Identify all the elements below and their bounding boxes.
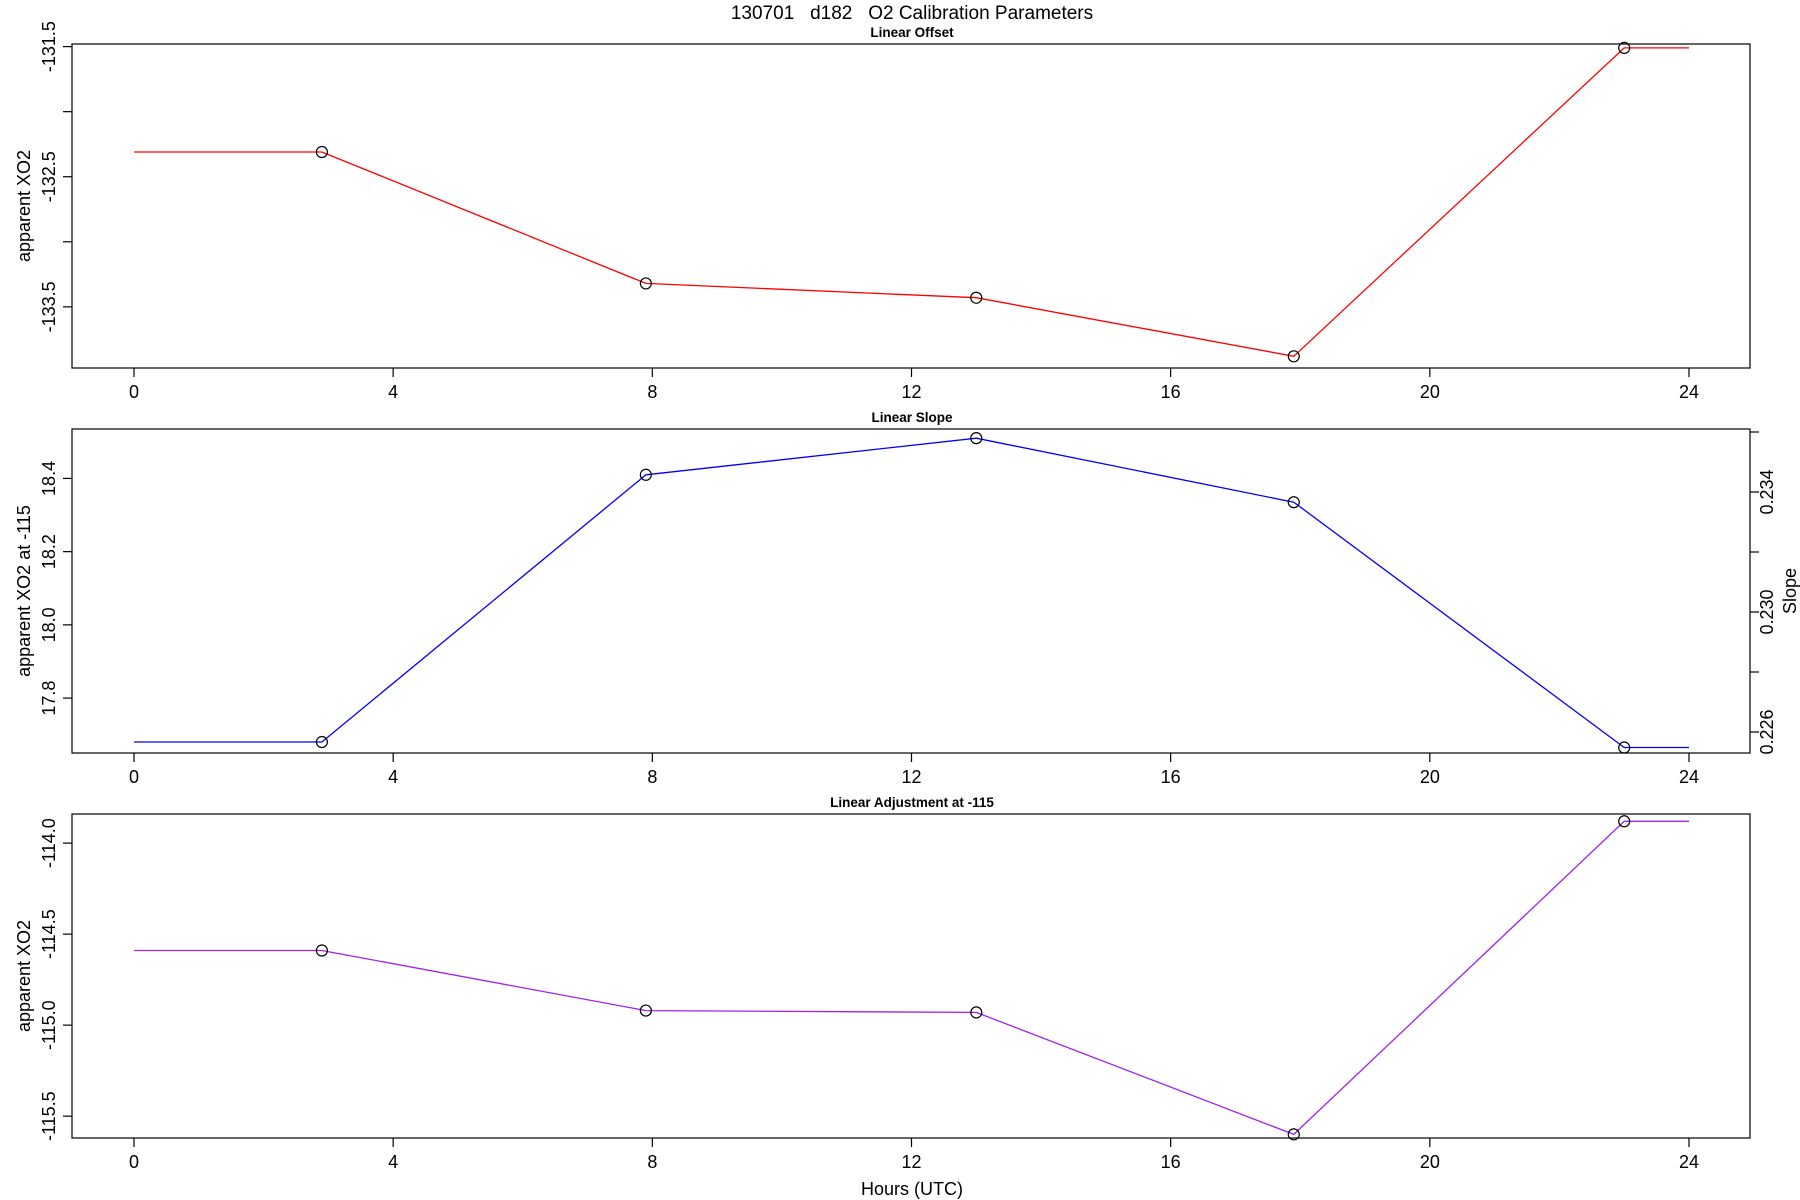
panel-title: Linear Slope: [871, 410, 953, 425]
y-tick-label: -115.5: [39, 1091, 59, 1141]
x-tick-label: 24: [1679, 382, 1699, 402]
figure-title: 130701 d182 O2 Calibration Parameters: [731, 3, 1093, 24]
y-axis-label: apparent XO2 at -115: [14, 505, 34, 677]
x-tick-label: 0: [129, 382, 139, 402]
chart-panel-2: Linear Slope 0 4 8 12 16 20 24 17.8 18.0 18.2 18.4a…: [14, 410, 1800, 787]
y2-tick-label: 0.226: [1757, 709, 1777, 754]
x-tick-label: 12: [901, 1152, 921, 1172]
series-line: [134, 47, 1689, 357]
y-axis-label: apparent XO2: [14, 150, 34, 262]
data-point-marker: [970, 1006, 983, 1019]
data-point-marker: [1618, 41, 1631, 55]
chart-panel-1: Linear Offset 0 4 8 12 16 20 24 -131.5 -132.5 -133…: [14, 21, 1751, 402]
panel-title: Linear Offset: [870, 25, 954, 40]
x-tick-label: 16: [1161, 1152, 1181, 1172]
x-tick-label: 16: [1161, 767, 1181, 787]
y-tick-label: -133.5: [39, 281, 59, 332]
x-tick-label: 4: [388, 382, 398, 402]
x-tick-label: 4: [388, 1152, 398, 1172]
data-point-marker: [1287, 496, 1300, 509]
x-tick-label: 20: [1420, 382, 1440, 402]
x-tick-label: 24: [1679, 1152, 1699, 1172]
y-tick-label: -131.5: [39, 21, 59, 72]
x-tick-label: 24: [1679, 767, 1699, 787]
x-tick-label: 0: [129, 1152, 139, 1172]
y2-tick-label: 0.234: [1757, 469, 1777, 514]
y-axis-label: apparent XO2: [14, 920, 34, 1032]
y-tick-label: -114.0: [39, 818, 59, 868]
y-tick-label: 17.8: [39, 681, 59, 716]
x-tick-label: 8: [647, 1152, 657, 1172]
x-tick-label: 20: [1420, 1152, 1440, 1172]
data-point-marker: [970, 432, 983, 445]
y-tick-label: 18.4: [39, 461, 59, 496]
data-point-marker: [1618, 741, 1631, 754]
panels: Linear Offset 0 4 8 12 16 20 24 -131.5 -132.5 -133…: [14, 21, 1800, 1172]
data-point-marker: [1287, 1128, 1300, 1141]
data-point-marker: [315, 735, 328, 749]
data-point-marker: [315, 145, 328, 159]
data-point-marker: [1618, 815, 1631, 828]
y2-tick-label: 0.230: [1757, 589, 1777, 634]
x-tick-label: 16: [1161, 382, 1181, 402]
panel-title: Linear Adjustment at -115: [830, 795, 994, 810]
y-tick-label: 18.2: [39, 534, 59, 569]
x-tick-label: 8: [647, 382, 657, 402]
x-tick-label: 20: [1420, 767, 1440, 787]
y-tick-label: 18.0: [39, 607, 59, 642]
y-tick-label: -132.5: [39, 151, 59, 202]
y-tick-label: -115.0: [39, 1000, 59, 1050]
series-line: [134, 437, 1689, 749]
x-tick-label: 12: [901, 382, 921, 402]
data-point-marker: [315, 944, 328, 957]
series-line: [134, 820, 1689, 1136]
x-tick-label: 12: [901, 767, 921, 787]
y-tick-label: -114.5: [39, 909, 59, 959]
data-point-marker: [1287, 350, 1300, 363]
data-point-marker: [970, 291, 983, 304]
x-axis-label: Hours (UTC): [861, 1179, 963, 1199]
data-point-marker: [639, 1004, 652, 1017]
data-point-marker: [639, 468, 652, 481]
chart-panel-3: Linear Adjustment at -115 0 4 8 12 16 20 24 -114…: [14, 795, 1751, 1172]
data-point-marker: [639, 277, 652, 290]
x-tick-label: 4: [388, 767, 398, 787]
x-tick-label: 0: [129, 767, 139, 787]
y2-axis-label: Slope: [1780, 568, 1800, 614]
x-tick-label: 8: [647, 767, 657, 787]
